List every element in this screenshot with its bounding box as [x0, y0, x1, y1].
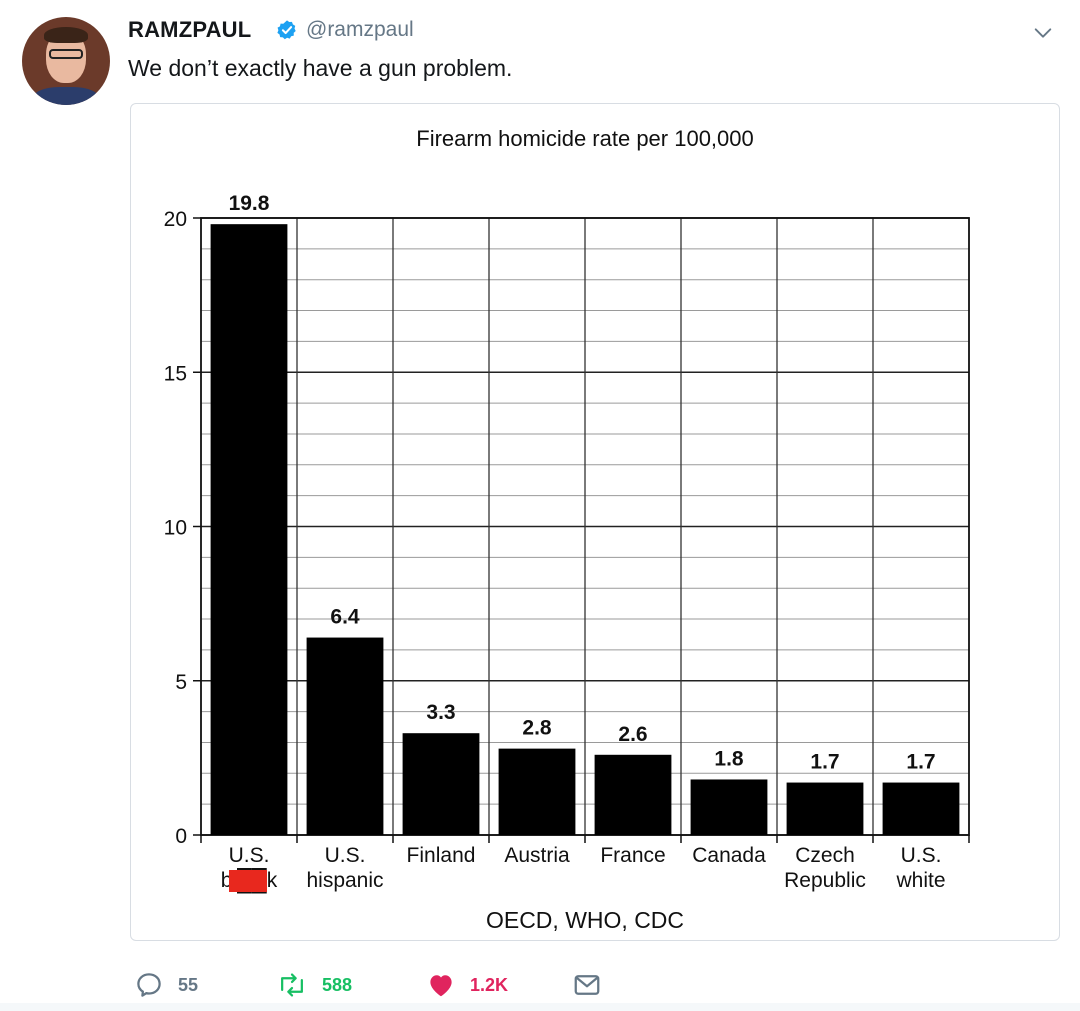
y-tick-label: 0	[175, 825, 187, 848]
envelope-icon	[574, 975, 600, 995]
x-tick-label: U.S.	[229, 844, 270, 867]
x-tick-label: hispanic	[306, 869, 383, 892]
data-label: 2.6	[618, 723, 647, 746]
bottom-divider	[0, 1003, 1080, 1011]
y-tick-label: 20	[164, 208, 187, 231]
x-tick-label: white	[895, 869, 945, 892]
x-tick-label: Austria	[504, 844, 570, 867]
data-label: 6.4	[330, 606, 360, 629]
bar	[210, 224, 288, 836]
bar	[690, 779, 768, 835]
avatar-shirt	[32, 87, 100, 105]
direct-message-button[interactable]	[572, 965, 602, 1005]
tweet-actions: 55 588 1.2K	[0, 965, 1080, 1005]
source-note: OECD, WHO, CDC	[486, 907, 684, 933]
y-tick-label: 15	[164, 362, 187, 385]
y-tick-label: 5	[175, 671, 187, 694]
data-label: 19.8	[229, 192, 270, 215]
avatar[interactable]	[22, 17, 110, 105]
data-label: 1.7	[810, 751, 839, 774]
bar	[882, 782, 960, 835]
reply-icon	[137, 973, 161, 997]
heart-icon	[430, 975, 452, 997]
data-label: 1.8	[714, 747, 744, 770]
x-tick-label: Canada	[692, 844, 766, 867]
retweet-button[interactable]: 588	[276, 965, 352, 1005]
display-name[interactable]: RAMZPAUL	[128, 17, 252, 42]
x-tick-label: Czech	[795, 844, 855, 867]
bar	[306, 637, 384, 835]
bar-chart: Firearm homicide rate per 100,000 0 5 10 15 2…	[164, 126, 970, 933]
chevron-down-icon[interactable]	[1032, 22, 1054, 44]
x-tick-label: U.S.	[901, 844, 942, 867]
reply-count: 55	[178, 974, 199, 995]
tweet-text: We don’t exactly have a gun problem.	[128, 55, 513, 81]
y-tick-label: 10	[164, 517, 187, 540]
image-card[interactable]: Firearm homicide rate per 100,000 0 5 10 15 2…	[130, 103, 1060, 941]
x-tick-label: U.S.	[325, 844, 366, 867]
like-button[interactable]: 1.2K	[426, 965, 508, 1005]
data-label: 1.7	[906, 751, 935, 774]
x-tick-label: Finland	[407, 844, 476, 867]
avatar-glasses	[49, 49, 83, 59]
retweet-count: 588	[322, 974, 353, 995]
chart-title: Firearm homicide rate per 100,000	[416, 126, 754, 151]
bar	[402, 733, 480, 835]
x-tick-label: France	[600, 844, 665, 867]
bar	[498, 748, 576, 835]
reply-button[interactable]: 55	[134, 965, 198, 1005]
avatar-hair	[44, 27, 88, 43]
like-count: 1.2K	[470, 974, 509, 995]
censor-block	[229, 870, 267, 892]
user-handle[interactable]: @ramzpaul	[306, 18, 414, 41]
data-label: 2.8	[522, 717, 552, 740]
verified-badge-icon	[277, 20, 296, 40]
retweet-icon	[281, 973, 303, 997]
x-tick-label: Republic	[784, 869, 866, 892]
bar	[594, 754, 672, 835]
bar	[786, 782, 864, 835]
data-label: 3.3	[426, 701, 455, 724]
